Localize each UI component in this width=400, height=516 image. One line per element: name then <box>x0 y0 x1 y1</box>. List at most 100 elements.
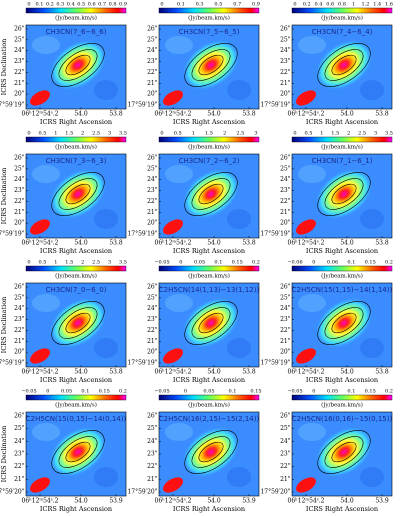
x-axis-title: ICRS Right Ascension <box>173 247 245 255</box>
contour <box>58 307 98 339</box>
line-label: CH3CN(7_2−6_2) <box>179 157 240 165</box>
beam <box>296 219 316 235</box>
contour <box>65 54 91 76</box>
map-frame <box>25 24 127 110</box>
noise <box>360 80 384 100</box>
colorbar <box>291 136 393 143</box>
y-tick-label: 24" <box>280 176 291 183</box>
colorbar-tick-label: 0.15 <box>99 389 110 395</box>
y-tick-label: 26" <box>280 413 291 420</box>
y-tick-label: 22" <box>147 69 158 76</box>
colorbar-tick-label: 0 <box>312 389 315 395</box>
y-tick-label: 26" <box>280 26 291 33</box>
map <box>26 283 126 367</box>
colorbar <box>158 265 260 272</box>
colorbar-tick-label: −0.06 <box>287 260 302 266</box>
x-tick-label: 53.8 <box>375 240 389 247</box>
noise <box>227 467 251 487</box>
y-tick-label: 26" <box>14 413 25 420</box>
x-tick-label: 53.9 <box>109 498 123 505</box>
y-tick-label: 20" <box>280 91 291 98</box>
line-label: CH3CN(7_3−6_3) <box>46 157 107 165</box>
colorbar <box>25 394 127 401</box>
colorbar-unit: (Jy/beam.km/s) <box>188 273 230 280</box>
x-tick-label: 06ʰ12ᵐ54ˢ.2 <box>155 369 192 376</box>
y-tick-label: 20" <box>14 91 25 98</box>
noise <box>298 36 326 54</box>
map-frame <box>291 282 393 368</box>
colorbar-tick-label: 0.1 <box>81 389 89 395</box>
contour <box>58 436 98 468</box>
contour <box>51 430 105 474</box>
y-tick-label: 21" <box>147 80 158 87</box>
colorbar-tick-label: 0 <box>184 389 187 395</box>
noise <box>227 209 251 229</box>
beam <box>163 477 183 493</box>
map-content <box>26 283 126 367</box>
y-axis-title: ICRS Declination <box>0 297 8 354</box>
map <box>26 25 126 109</box>
colorbar <box>291 265 393 272</box>
noise <box>298 165 326 183</box>
y-tick-label: 26" <box>147 284 158 291</box>
y-tick-label: 22" <box>147 463 158 470</box>
noise <box>32 294 60 312</box>
colorbar-unit: (Jy/beam.km/s) <box>188 402 230 409</box>
x-tick-label: 06ʰ12ᵐ54ˢ.2 <box>288 498 325 505</box>
colorbar-tick-label: 3.5 <box>385 131 393 137</box>
y-tick-label: 26" <box>147 413 158 420</box>
beam <box>30 219 50 235</box>
y-tick-label: 22" <box>280 198 291 205</box>
y-tick-label: 26" <box>14 26 25 33</box>
y-tick-label: 20" <box>147 349 158 356</box>
colorbar-tick-label: −0.05 <box>154 389 169 395</box>
map-content <box>159 412 259 496</box>
x-axis-title: ICRS Right Ascension <box>306 376 378 384</box>
colorbar-tick-label: 0 <box>293 2 296 8</box>
colorbar-tick-label: 0.05 <box>327 389 338 395</box>
y-tick-label: 21" <box>280 476 291 483</box>
contour <box>331 54 357 76</box>
y-tick-label: 24" <box>14 47 25 54</box>
y-tick-label: 22" <box>147 198 158 205</box>
map-content <box>159 283 259 367</box>
colorbar-tick-label: 1 <box>352 2 355 8</box>
colorbar-tick-label: 1.5 <box>205 131 213 137</box>
colorbar-tick-label: 2.5 <box>92 260 100 266</box>
contour <box>198 54 224 76</box>
y-tick-label: 20" <box>280 349 291 356</box>
colorbar-tick-label: 3 <box>374 131 377 137</box>
x-tick-label: 06ʰ12ᵐ54ˢ.2 <box>288 111 325 118</box>
colorbar-tick-label: −0.05 <box>21 389 36 395</box>
y-tick-label: 25" <box>147 294 158 301</box>
y-tick-label: 25" <box>280 36 291 43</box>
colorbar-tick-label: 3.5 <box>119 260 127 266</box>
colorbar-tick-label: 0 <box>312 260 315 266</box>
noise <box>360 209 384 229</box>
y-tick-label: 26" <box>147 155 158 162</box>
colorbar-tick-label: 0.1 <box>177 2 185 8</box>
x-tick-label: 53.8 <box>109 111 123 118</box>
contour <box>51 301 105 345</box>
noise <box>360 338 384 358</box>
emission <box>181 168 241 220</box>
y-tick-label: 23" <box>280 451 291 458</box>
colorbar-tick-label: 0.3 <box>56 2 64 8</box>
colorbar-unit: (Jy/beam.km/s) <box>188 15 230 22</box>
y-tick-label: 22" <box>280 327 291 334</box>
x-tick-label: 53.8 <box>375 369 389 376</box>
x-tick-label: 06ʰ12ᵐ54ˢ.2 <box>22 369 59 376</box>
y-tick-label: 20" <box>280 220 291 227</box>
y-tick-label: 25" <box>280 294 291 301</box>
colorbar-unit: (Jy/beam.km/s) <box>55 402 97 409</box>
y-tick-label: 17°59′19" <box>0 231 25 238</box>
y-tick-label: 21" <box>280 209 291 216</box>
contour <box>184 43 238 87</box>
colorbar-tick-label: 0.15 <box>250 389 261 395</box>
emission <box>48 297 108 349</box>
colorbar-unit: (Jy/beam.km/s) <box>321 402 363 409</box>
contour <box>331 312 357 334</box>
contour <box>324 178 364 210</box>
noise <box>165 294 193 312</box>
contour <box>58 49 98 81</box>
